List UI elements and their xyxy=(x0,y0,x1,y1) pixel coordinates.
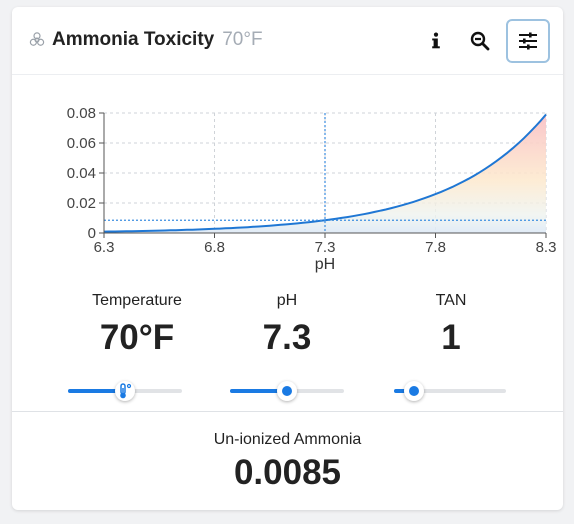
result-label: Un-ionized Ammonia xyxy=(213,431,362,448)
y-tick-label-0: 0 xyxy=(88,225,96,242)
sliders-icon xyxy=(519,32,537,50)
controls: Temperature 70°F pH 7.3 TAN 1 xyxy=(12,292,563,412)
zoom-out-button[interactable] xyxy=(460,21,500,61)
page-subtitle: 70°F xyxy=(222,29,263,50)
ph-value: 7.3 xyxy=(262,318,312,357)
current-marker xyxy=(104,113,546,233)
ph-slider-thumb[interactable] xyxy=(277,381,297,401)
temperature-label: Temperature xyxy=(92,292,182,309)
result-value: 0.0085 xyxy=(233,453,342,492)
ph-control: pH 7.3 xyxy=(207,292,367,358)
y-tick-label-1: 0.02 xyxy=(67,195,96,212)
x-tick-label-0: 6.3 xyxy=(94,239,115,256)
tan-slider-thumb[interactable] xyxy=(404,381,425,401)
ph-thumb-dot xyxy=(282,386,292,396)
temperature-value: 70°F xyxy=(99,318,175,357)
temperature-slider-thumb[interactable] xyxy=(115,381,135,401)
title-group: Ammonia Toxicity 70°F xyxy=(28,29,263,51)
x-tick-label-2: 7.3 xyxy=(315,239,336,256)
section-divider xyxy=(12,411,563,412)
info-button[interactable] xyxy=(416,21,456,61)
temperature-slider-fill xyxy=(68,389,125,393)
tan-label: TAN xyxy=(435,292,467,309)
settings-button[interactable] xyxy=(506,19,550,63)
y-tick-label-4: 0.08 xyxy=(67,105,96,122)
temperature-slider[interactable] xyxy=(68,380,182,402)
zoom-out-icon xyxy=(470,31,490,51)
toxicity-chart: 0 0.02 0.04 0.06 0.08 6.3 6.8 7.3 7.8 8.3 pH xyxy=(67,105,557,273)
tan-value: 1 xyxy=(441,318,461,357)
ph-slider-fill xyxy=(230,389,287,393)
result-panel: Un-ionized Ammonia 0.0085 xyxy=(12,431,563,493)
info-icon xyxy=(432,32,440,49)
card-header: Ammonia Toxicity 70°F xyxy=(12,7,563,75)
chart-axes xyxy=(99,112,547,238)
thermometer-icon xyxy=(120,383,132,399)
page-title: Ammonia Toxicity xyxy=(52,29,215,50)
x-tick-label-1: 6.8 xyxy=(204,239,225,256)
y-tick-label-2: 0.04 xyxy=(67,165,96,182)
y-tick-label-3: 0.06 xyxy=(67,135,96,152)
x-tick-label-3: 7.8 xyxy=(425,239,446,256)
ph-label: pH xyxy=(276,292,298,309)
ammonia-card: Ammonia Toxicity 70°F xyxy=(12,7,563,510)
x-axis-label: pH xyxy=(315,256,335,273)
tan-control: TAN 1 xyxy=(371,292,531,358)
temperature-control: Temperature 70°F xyxy=(57,292,217,358)
tick-labels: 0 0.02 0.04 0.06 0.08 6.3 6.8 7.3 7.8 8.3 xyxy=(67,105,557,256)
biohazard-icon xyxy=(29,32,45,46)
series-area xyxy=(104,114,546,233)
tan-slider-fill xyxy=(394,389,415,393)
tan-slider[interactable] xyxy=(394,380,506,402)
tan-thumb-dot xyxy=(409,386,420,396)
tan-slider-track[interactable] xyxy=(394,389,506,393)
ph-slider[interactable] xyxy=(230,380,344,402)
x-tick-label-4: 8.3 xyxy=(536,239,557,256)
